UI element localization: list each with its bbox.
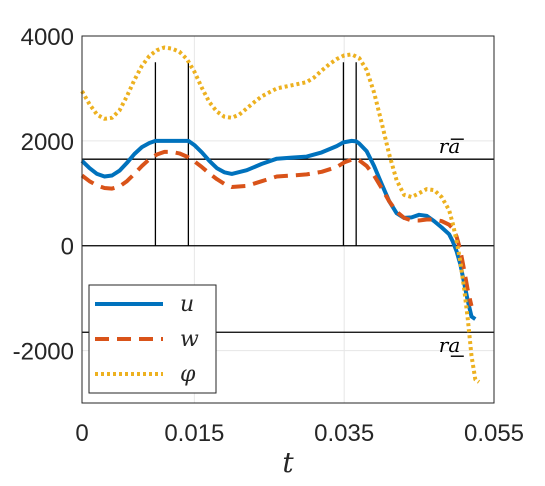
- legend-label-1: w: [180, 327, 199, 352]
- axes-box: [81, 35, 495, 404]
- x-tick-label-3: 0.055: [464, 420, 524, 447]
- series-line-0: [80, 138, 477, 321]
- legend-label-0: u: [180, 292, 194, 317]
- annotation-1: ra: [439, 333, 460, 357]
- series-layer: [80, 45, 481, 384]
- y-tick-label-2: 2000: [21, 129, 74, 156]
- annotation-0: ra: [439, 134, 460, 158]
- x-tick-labels: 0 0.015 0.035 0.055: [75, 420, 524, 447]
- series-line-1: [80, 149, 474, 307]
- annotations: ra ra: [439, 134, 464, 357]
- y-tick-label-0: -2000: [13, 339, 74, 366]
- x-axis-label: t: [282, 446, 294, 479]
- legend: uwφ: [88, 284, 217, 394]
- legend-label-2: φ: [180, 362, 196, 387]
- y-tick-labels: -2000 0 2000 4000: [13, 24, 74, 366]
- x-tick-label-1: 0.015: [164, 420, 224, 447]
- x-tick-label-2: 0.035: [314, 420, 374, 447]
- y-tick-label-3: 4000: [21, 24, 74, 51]
- x-tick-label-0: 0: [75, 420, 88, 447]
- series-line-2: [80, 45, 481, 384]
- y-tick-label-1: 0: [61, 234, 74, 261]
